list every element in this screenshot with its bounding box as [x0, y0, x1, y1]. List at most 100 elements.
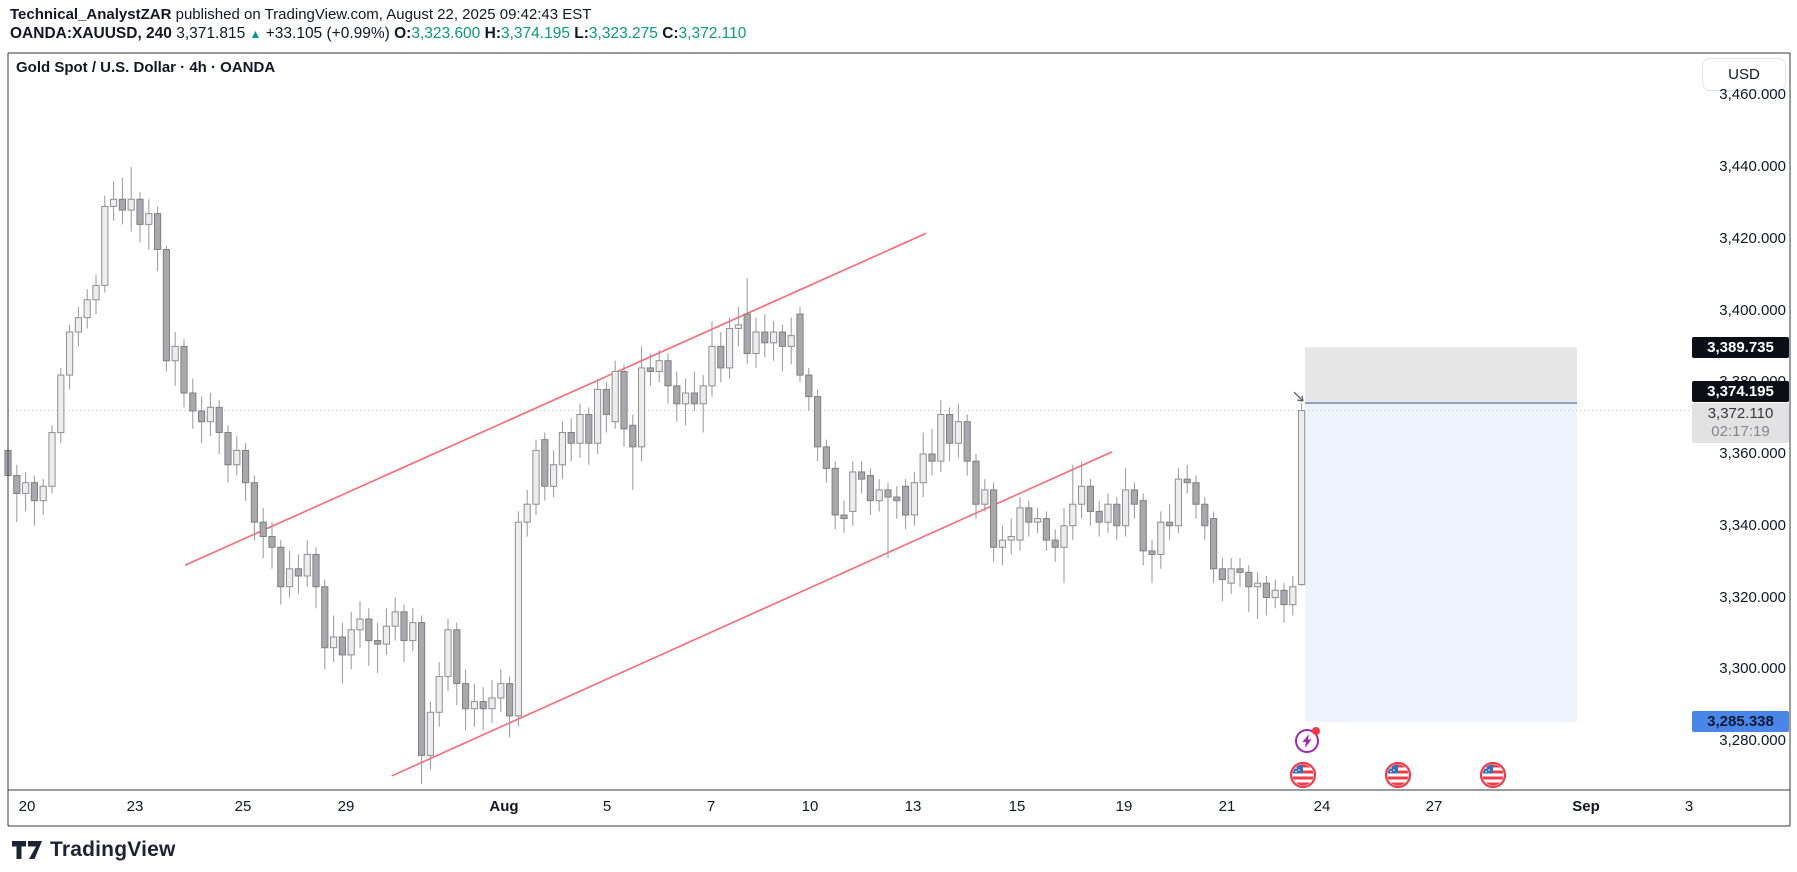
candle-body	[1051, 539, 1059, 548]
zone-high-price-label: 3,389.735	[1692, 336, 1789, 358]
candle-body	[286, 568, 294, 588]
candle-body	[866, 475, 874, 502]
lightning-icon-part	[1312, 727, 1320, 735]
candle-body	[462, 683, 470, 710]
candle-body	[611, 370, 619, 423]
candle-body	[990, 489, 998, 548]
lower-trendline[interactable]	[391, 451, 1113, 777]
candle-body	[567, 431, 575, 444]
candle-body	[497, 683, 505, 699]
candle-body	[418, 622, 426, 756]
flag-icon-part	[1387, 782, 1409, 786]
close-label: C:	[662, 25, 679, 42]
projection-target-zone[interactable]	[1305, 403, 1577, 722]
flag-icon-part	[1292, 782, 1314, 786]
author-name: Technical_AnalystZAR	[10, 6, 172, 23]
candle-body	[638, 367, 646, 448]
flag-icon-part	[1384, 761, 1412, 789]
candle-body	[602, 388, 610, 416]
candle-body	[365, 618, 373, 642]
candle-body	[1113, 503, 1121, 527]
candle-body	[910, 482, 918, 516]
candle-body	[743, 313, 751, 355]
candle-body	[382, 625, 390, 645]
candle-body	[1166, 521, 1174, 527]
candle-body	[453, 629, 461, 685]
candle-body	[1236, 568, 1244, 573]
candle-body	[646, 367, 654, 372]
candle-body	[849, 471, 857, 512]
candle-body	[1078, 485, 1086, 505]
candle-body	[726, 327, 734, 369]
candle-body	[1034, 518, 1042, 523]
candle-body	[198, 410, 206, 423]
candle-body	[74, 317, 83, 333]
us-flag-event-icon[interactable]	[1384, 761, 1412, 789]
candle-body	[655, 360, 663, 372]
candle-body	[488, 697, 496, 710]
price-tick-label: 3,320.000	[1719, 588, 1786, 606]
candle-body	[805, 374, 813, 398]
current-price-value: 3,372.110	[1707, 404, 1774, 422]
candle-body	[1069, 503, 1077, 527]
currency-toggle-button[interactable]: USD	[1702, 58, 1786, 91]
candle-body	[57, 374, 65, 433]
candle-body	[550, 464, 558, 487]
flag-icon-part	[1485, 767, 1487, 769]
economic-event-lightning-icon[interactable]	[1295, 727, 1320, 753]
symbol-name[interactable]: OANDA:XAUUSD, 240	[10, 25, 172, 42]
candle-body	[858, 471, 866, 480]
price-tick-label: 3,440.000	[1719, 158, 1786, 175]
flag-icon-part	[1482, 776, 1504, 780]
candle-body	[576, 414, 584, 444]
candle-body	[277, 546, 285, 588]
candle-body	[840, 514, 848, 520]
candle-body	[171, 345, 179, 362]
price-tick-label: 3,420.000	[1719, 229, 1786, 247]
candle-body	[13, 475, 21, 494]
candle-body	[338, 636, 346, 656]
candle-body	[1086, 485, 1095, 512]
candle-body	[699, 385, 707, 405]
candle-body	[1104, 503, 1112, 523]
candle-body	[1148, 550, 1156, 555]
candle-body	[242, 449, 250, 484]
candle-body	[506, 683, 514, 717]
candle-body	[1280, 589, 1288, 606]
candle-body	[981, 489, 989, 505]
candle-body	[734, 324, 742, 329]
chart-title: Gold Spot / U.S. Dollar · 4h · OANDA	[16, 59, 276, 76]
time-tick-label: 10	[801, 798, 819, 815]
candle-body	[629, 424, 637, 448]
price-tick-label: 3,340.000	[1719, 516, 1786, 534]
candle-body	[259, 521, 267, 538]
low-label: L:	[574, 25, 589, 42]
price-tick-label: 3,460.000	[1719, 86, 1786, 104]
publish-text: published on TradingView.com, August 22,…	[171, 6, 592, 23]
upper-trendline[interactable]	[184, 232, 927, 566]
candle-body	[1130, 489, 1139, 505]
candle-body	[1095, 510, 1103, 523]
projection-anchor-arrow	[1293, 391, 1304, 402]
candle-body	[233, 449, 241, 466]
candle-body	[558, 431, 566, 466]
candle-body	[1218, 568, 1227, 581]
price-change: +33.105 (+0.99%)	[265, 25, 390, 42]
projection-stop-zone[interactable]	[1305, 347, 1577, 404]
candle-body	[594, 388, 602, 444]
candle-body	[224, 431, 232, 466]
candle-body	[1201, 503, 1209, 527]
candle-body	[180, 345, 188, 394]
candle-body	[1192, 482, 1200, 505]
candle-body	[1139, 500, 1147, 552]
candle-body	[1157, 521, 1165, 555]
us-flag-event-icon[interactable]	[1479, 761, 1507, 789]
candle-body	[875, 489, 883, 502]
candle-body	[294, 568, 302, 577]
tradingview-logo[interactable]: TradingView	[12, 838, 176, 862]
candle-body	[673, 385, 681, 405]
us-flag-event-icon[interactable]	[1289, 761, 1317, 789]
candle-body	[409, 622, 417, 642]
candle-body	[356, 618, 364, 631]
